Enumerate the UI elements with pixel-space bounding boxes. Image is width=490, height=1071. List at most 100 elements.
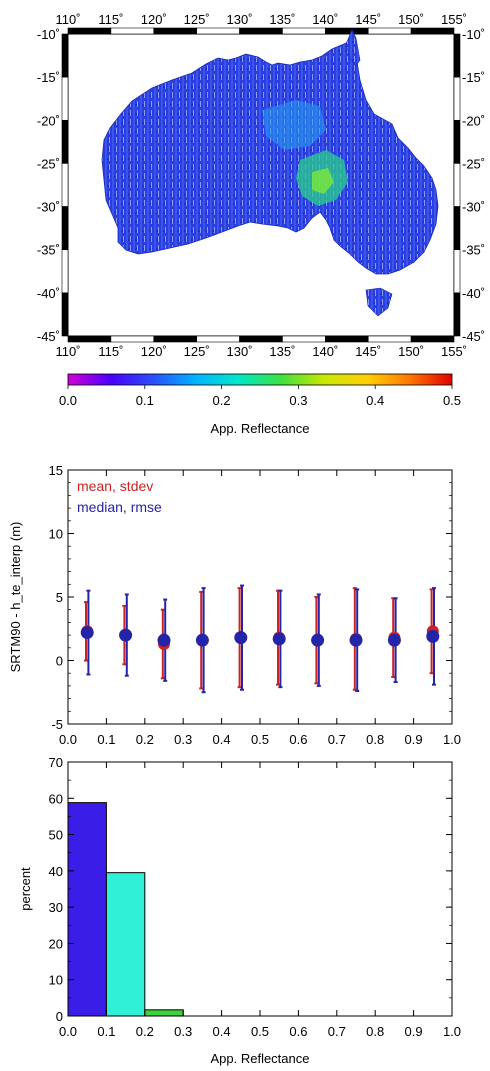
histogram-ytick-label: 40	[49, 864, 63, 879]
map-border-top-segment	[410, 27, 455, 35]
map-border-top-segment	[239, 27, 283, 35]
map-border-left-segment	[61, 76, 69, 121]
median-point	[311, 633, 325, 647]
histogram-axes: 0 10 20 30 40 50 60 70 0.0 0.1 0.2 0.3 0.4 0.5 0.6 0.7 0…	[49, 755, 462, 1039]
colorbar-tick-label: 0.5	[443, 393, 461, 408]
cape-york	[345, 29, 361, 67]
map-border-bottom-segment	[410, 335, 455, 343]
colorbar-gradient	[67, 373, 453, 386]
lat-tick-label: -30˚	[37, 200, 60, 215]
median-point	[195, 633, 209, 647]
median-point	[157, 633, 171, 647]
histogram-xtick-label: 0.7	[328, 1024, 346, 1039]
map-panel: 110˚ 115˚ 120˚ 125˚ 130˚ 135˚ 140˚ 145˚ 150˚ 155˚…	[37, 12, 485, 359]
map-border-right-segment	[453, 292, 461, 337]
eyre-basin-core	[312, 168, 334, 194]
tasmania	[365, 287, 393, 317]
map-border-left-segment	[61, 292, 69, 337]
histogram-xtick-label: 0.0	[59, 1024, 77, 1039]
lat-tick-labels-right: -10˚ -15˚ -20˚ -25˚ -30˚ -35˚ -40˚ -45˚	[462, 27, 485, 344]
errorbar-xtick-label: 0.4	[213, 732, 231, 747]
lat-tick-label: -20˚	[462, 113, 485, 128]
histogram-xtick-label: 0.5	[251, 1024, 269, 1039]
errorbar-xtick-label: 0.1	[97, 732, 115, 747]
histogram-xlabel: App. Reflectance	[210, 1051, 309, 1066]
histogram-ytick-label: 0	[56, 1009, 63, 1024]
lon-tick-label: 150˚	[398, 344, 424, 359]
map-border-right-segment	[453, 163, 461, 207]
lat-tick-label: -45˚	[37, 329, 60, 344]
errorbar-xtick-label: 0.3	[174, 732, 192, 747]
histogram-chart: 0 10 20 30 40 50 60 70 0.0 0.1 0.2 0.3 0.4 0.5 0.6 0.7 0…	[18, 755, 461, 1066]
map-border-top-segment	[282, 27, 326, 35]
mainland	[101, 39, 439, 275]
lon-tick-label: 145˚	[355, 12, 381, 27]
lon-tick-label: 130˚	[227, 344, 253, 359]
histogram-ylabel: percent	[18, 867, 33, 911]
australia-landmass	[101, 29, 439, 317]
errorbar-ytick-label: 10	[49, 527, 63, 542]
lon-tick-label: 125˚	[184, 344, 210, 359]
errorbar-xtick-label: 0.2	[136, 732, 154, 747]
colorbar-label: App. Reflectance	[210, 421, 309, 436]
errorbar-xtick-label: 1.0	[443, 732, 461, 747]
map-border-top-segment	[110, 27, 155, 35]
central-cyan	[262, 100, 326, 150]
histogram-ytick-label: 10	[49, 973, 63, 988]
lon-tick-label: 155˚	[441, 344, 467, 359]
map-border-top-segment	[367, 27, 412, 35]
lat-tick-label: -10˚	[462, 27, 485, 42]
lat-tick-label: -15˚	[37, 70, 60, 85]
map-border-right-segment	[453, 76, 461, 121]
map-border-bottom-segment	[239, 335, 283, 343]
lon-tick-label: 115˚	[98, 12, 123, 27]
map-border-bottom-segment	[282, 335, 326, 343]
errorbar-xtick-label: 0.6	[289, 732, 307, 747]
lat-tick-label: -25˚	[37, 156, 60, 171]
lon-tick-label: 115˚	[98, 344, 123, 359]
errorbar-marks	[80, 584, 440, 694]
histogram-xtick-label: 0.2	[136, 1024, 154, 1039]
histogram-xtick-label: 0.8	[366, 1024, 384, 1039]
map-border-bottom-segment	[110, 335, 155, 343]
lon-tick-label: 110˚	[55, 344, 80, 359]
histogram-bar	[67, 802, 107, 1017]
median-point	[119, 628, 133, 642]
errorbar-axes: -5 0 5 10 15 0.0 0.1 0.2 0.3 0.4 0.5 0.6 0.7 0.8 0.9 1.…	[49, 463, 462, 747]
histogram-bar	[105, 872, 146, 1017]
colorbar-tick-label: 0.1	[136, 393, 154, 408]
lon-tick-label: 150˚	[398, 12, 424, 27]
lat-tick-label: -15˚	[462, 70, 485, 85]
lon-tick-label: 135˚	[269, 344, 295, 359]
lon-tick-labels-bottom: 110˚ 115˚ 120˚ 125˚ 130˚ 135˚ 140˚ 145˚ 150˚ 155˚	[55, 344, 467, 359]
lon-tick-label: 110˚	[55, 12, 80, 27]
errorbar-ytick-label: 0	[56, 654, 63, 669]
map-border-bottom-segment	[67, 335, 112, 343]
colorbar-tick-label: 0.4	[366, 393, 384, 408]
histogram-xtick-label: 0.1	[97, 1024, 115, 1039]
map-border-right-segment	[453, 206, 461, 251]
errorbar-xtick-label: 0.5	[251, 732, 269, 747]
lat-tick-label: -40˚	[462, 286, 485, 301]
histogram-xtick-label: 0.6	[289, 1024, 307, 1039]
map-border-left-segment	[61, 163, 69, 207]
map-border-bottom-segment	[153, 335, 197, 343]
histogram-xtick-label: 0.4	[213, 1024, 231, 1039]
lon-tick-label: 155˚	[441, 12, 467, 27]
colorbar-tick-label: 0.2	[213, 393, 231, 408]
colorbar-ticks: 0.0 0.1 0.2 0.3 0.4 0.5	[59, 385, 461, 408]
errorbar-xtick-label: 0.0	[59, 732, 77, 747]
histogram-xtick-label: 1.0	[443, 1024, 461, 1039]
lat-tick-label: -10˚	[37, 27, 60, 42]
histogram-ytick-label: 30	[49, 900, 63, 915]
map-border-right-segment	[453, 33, 461, 78]
colorbar-tick-label: 0.3	[289, 393, 307, 408]
errorbar-xtick-label: 0.8	[366, 732, 384, 747]
histogram-ytick-label: 20	[49, 936, 63, 951]
median-point	[349, 633, 363, 647]
median-point	[80, 626, 94, 640]
error-bar-chart: -5 0 5 10 15 0.0 0.1 0.2 0.3 0.4 0.5 0.6 0.7 0.8 0.9 1.…	[8, 463, 461, 747]
map-border-top-segment	[196, 27, 240, 35]
map-border-right-segment	[453, 119, 461, 164]
